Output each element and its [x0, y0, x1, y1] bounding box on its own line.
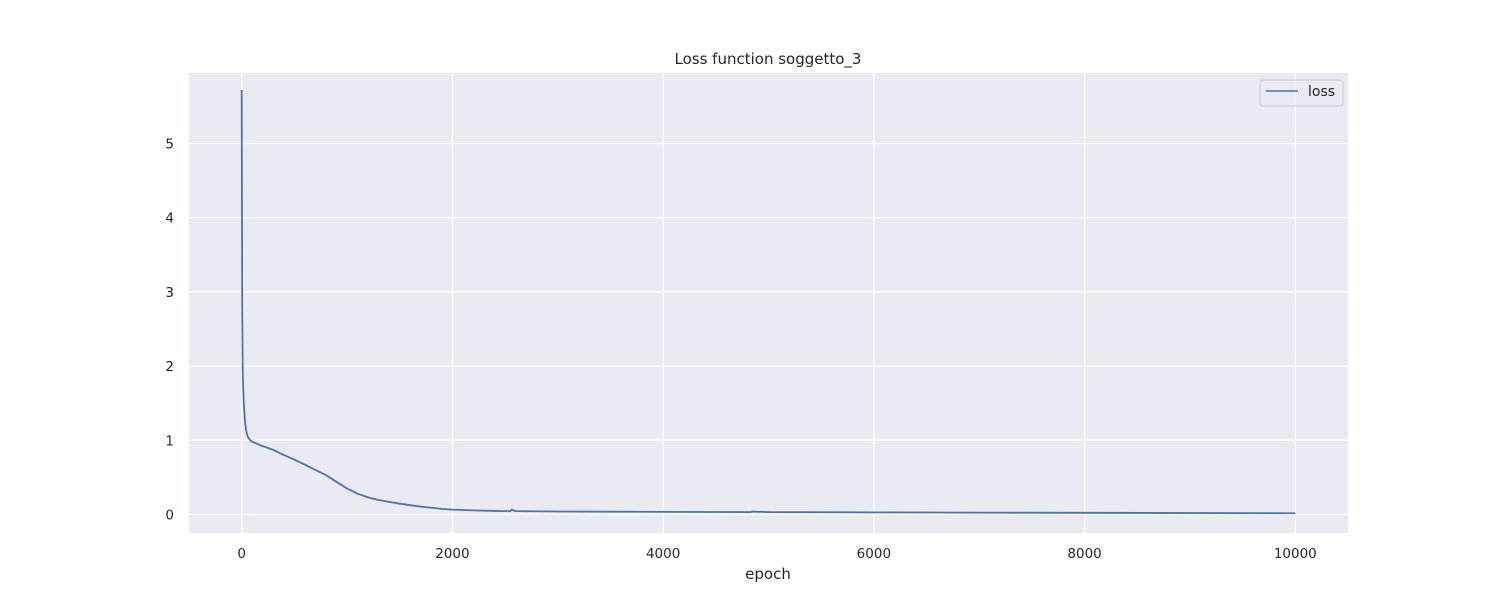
- grid: [189, 73, 1348, 533]
- y-tick-label: 4: [165, 211, 174, 227]
- x-tick-label: 6000: [857, 546, 891, 562]
- x-tick-label: 4000: [646, 546, 680, 562]
- y-tick-label: 3: [165, 285, 174, 301]
- series-lines: [240, 90, 1296, 515]
- legend-label-loss: loss: [1308, 84, 1335, 100]
- x-tick-label: 10000: [1274, 546, 1317, 562]
- chart-title: Loss function soggetto_3: [675, 50, 862, 69]
- x-tick-label: 8000: [1067, 546, 1101, 562]
- series-line-loss: [240, 90, 1296, 515]
- x-tick-label: 0: [237, 546, 246, 562]
- legend-box: [1259, 79, 1344, 107]
- legend: loss: [1259, 79, 1344, 107]
- y-tick-label: 2: [165, 359, 174, 375]
- x-axis-label: epoch: [745, 565, 791, 583]
- y-tick-label: 0: [165, 507, 174, 523]
- y-tick-label: 1: [165, 433, 174, 449]
- tick-labels: 0 2000 4000 6000 8000 10000 0 1 2 3 4 5: [165, 136, 1316, 562]
- y-tick-label: 5: [165, 136, 174, 152]
- x-tick-label: 2000: [435, 546, 469, 562]
- plot-area: [189, 73, 1348, 533]
